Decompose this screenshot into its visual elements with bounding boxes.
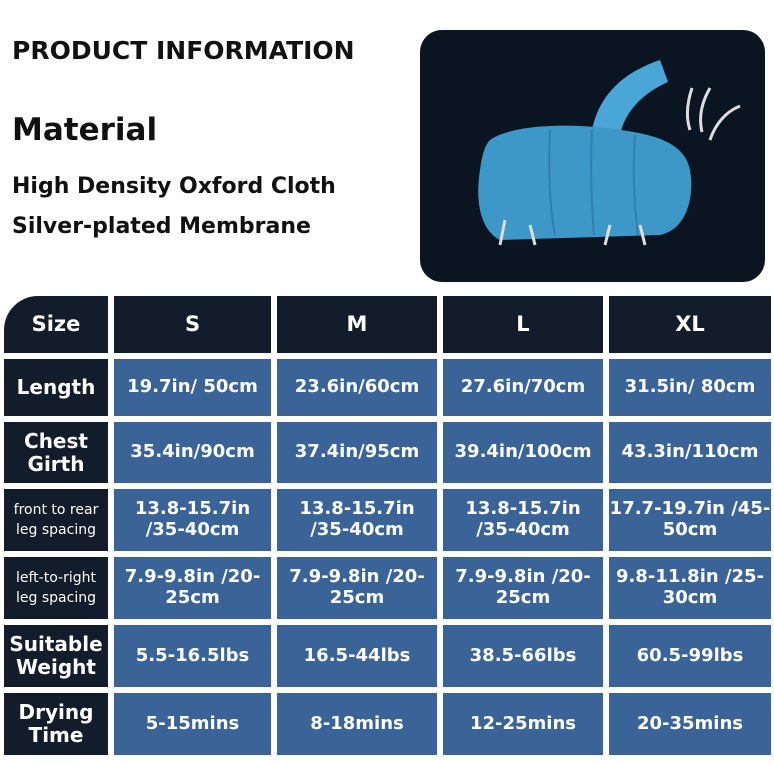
table-cell: 12-25mins [443,693,603,755]
table-cell: 23.6in/60cm [277,359,437,416]
table-cell: 60.5-99lbs [609,625,771,687]
pet-dryer-bag-icon [478,60,741,246]
table-cell: 7.9-9.8in /20-25cm [114,557,271,619]
row-label: front to rear leg spacing [4,489,108,551]
table-cell: 37.4in/95cm [277,422,437,483]
row-label: Drying Time [4,693,108,755]
material-item: High Density Oxford Cloth [12,174,336,199]
row-label: Suitable Weight [4,625,108,687]
table-cell: 7.9-9.8in /20-25cm [443,557,603,619]
table-cell: 13.8-15.7in /35-40cm [114,489,271,551]
table-cell: 9.8-11.8in /25-30cm [609,557,771,619]
row-label: left-to-right leg spacing [4,557,108,619]
table-cell: 39.4in/100cm [443,422,603,483]
table-cell: 8-18mins [277,693,437,755]
table-cell: 19.7in/ 50cm [114,359,271,416]
table-cell: 35.4in/90cm [114,422,271,483]
table-cell: 38.5-66lbs [443,625,603,687]
size-header: Size [4,296,108,353]
size-column-header: L [443,296,603,353]
table-cell: 7.9-9.8in /20-25cm [277,557,437,619]
table-cell: 27.6in/70cm [443,359,603,416]
size-column-header: XL [609,296,771,353]
table-cell: 16.5-44lbs [277,625,437,687]
table-cell: 43.3in/110cm [609,422,771,483]
row-label: Length [4,359,108,416]
size-column-header: S [114,296,271,353]
table-cell: 17.7-19.7in /45-50cm [609,489,771,551]
page-title: PRODUCT INFORMATION [12,36,355,65]
table-cell: 13.8-15.7in /35-40cm [277,489,437,551]
table-cell: 5-15mins [114,693,271,755]
table-cell: 20-35mins [609,693,771,755]
material-item: Silver-plated Membrane [12,214,311,239]
size-chart: Size S M L XL Length 19.7in/ 50cm 23.6in/60cm 27… [4,296,771,755]
size-column-header: M [277,296,437,353]
row-label: Chest Girth [4,422,108,483]
table-cell: 31.5in/ 80cm [609,359,771,416]
table-cell: 13.8-15.7in /35-40cm [443,489,603,551]
table-cell: 5.5-16.5lbs [114,625,271,687]
material-heading: Material [12,112,158,148]
product-photo [420,30,765,282]
